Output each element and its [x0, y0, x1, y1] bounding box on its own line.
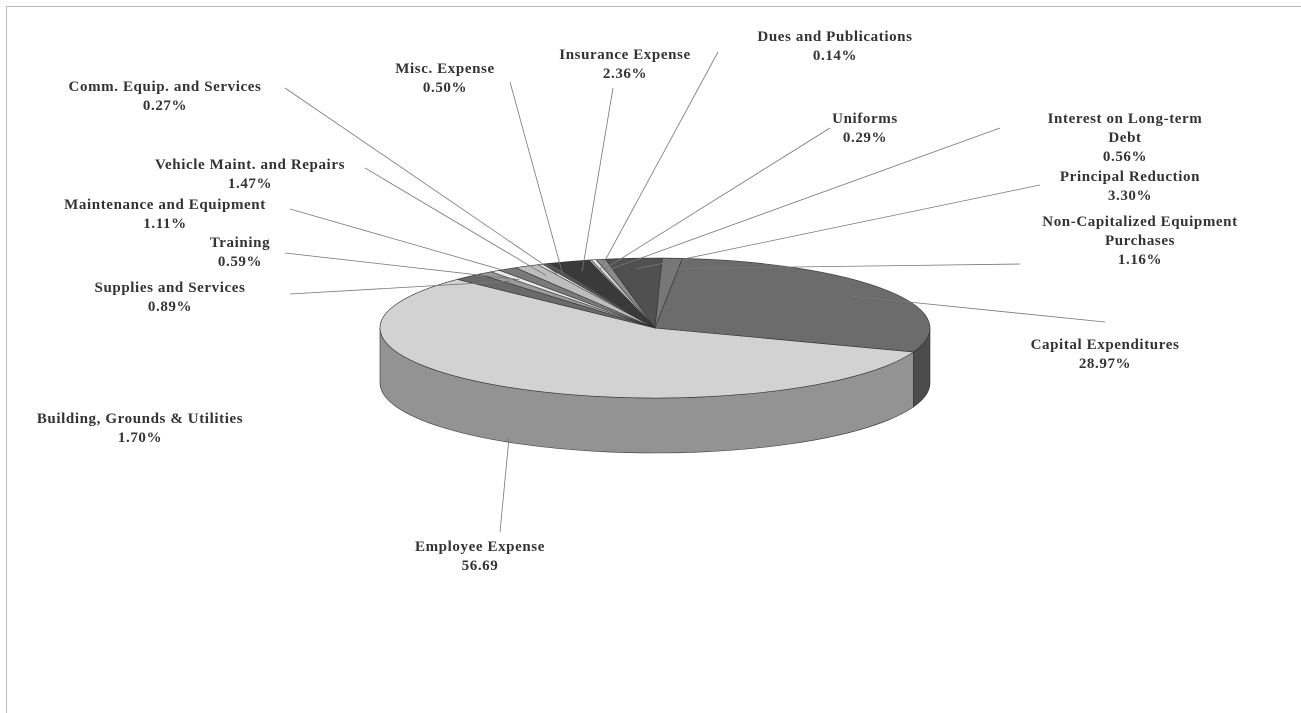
category-name: Non-Capitalized Equipment Purchases	[1042, 214, 1238, 249]
slice-label: Comm. Equip. and Services 0.27%	[69, 78, 262, 116]
leader-line	[289, 208, 530, 279]
slice-label: Employee Expense 56.69	[415, 538, 545, 576]
value-label: 0.89%	[147, 299, 193, 315]
slice-label: Capital Expenditures 28.97%	[1031, 336, 1180, 374]
slice-label: Non-Capitalized Equipment Purchases 1.16%	[1015, 213, 1265, 270]
slice-label: Interest on Long-term Debt 0.56%	[1037, 110, 1213, 167]
value-label: 3.30%	[1107, 188, 1153, 204]
leader-line	[608, 127, 1001, 271]
category-name: Principal Reduction	[1059, 169, 1201, 185]
category-name: Insurance Expense	[559, 47, 691, 63]
leaders	[284, 51, 1106, 533]
slice	[379, 278, 915, 399]
category-name: Employee Expense	[414, 539, 546, 555]
leader-line	[581, 87, 614, 272]
leader-line	[636, 184, 1041, 270]
value-label: 28.97%	[1078, 356, 1132, 372]
category-name: Interest on Long-term Debt	[1047, 111, 1203, 146]
leader-line	[284, 87, 558, 275]
value-label: 56.69	[461, 558, 499, 574]
value-label: 0.50%	[422, 80, 468, 96]
slice-label: Dues and Publications 0.14%	[757, 28, 912, 66]
value-label: 0.29%	[842, 130, 888, 146]
value-label: 0.59%	[217, 254, 263, 270]
leader-line	[284, 252, 520, 280]
value-label: 0.14%	[812, 48, 858, 64]
category-name: Dues and Publications	[757, 29, 913, 45]
value-label: 0.27%	[142, 98, 188, 114]
category-name: Building, Grounds & Utilities	[36, 411, 244, 427]
slice-label: Principal Reduction 3.30%	[1060, 168, 1200, 206]
category-name: Capital Expenditures	[1030, 337, 1180, 353]
value-label: 0.56%	[1102, 149, 1148, 165]
leader-line	[364, 167, 547, 276]
slice-label: Insurance Expense 2.36%	[559, 46, 690, 84]
category-name: Maintenance and Equipment	[64, 197, 266, 213]
category-name: Training	[209, 235, 271, 251]
slice-label: Maintenance and Equipment 1.11%	[64, 196, 266, 234]
leader-line	[852, 295, 1106, 323]
slice-label: Building, Grounds & Utilities 1.70%	[37, 410, 243, 448]
leader-line	[499, 436, 510, 533]
slice-label: Uniforms 0.29%	[832, 110, 898, 148]
category-name: Uniforms	[832, 111, 898, 127]
tops	[379, 257, 931, 399]
value-label: 1.11%	[143, 216, 187, 232]
category-name: Comm. Equip. and Services	[68, 79, 262, 95]
sides	[379, 327, 931, 454]
leader-line	[599, 51, 719, 271]
leader-line	[669, 263, 1021, 270]
slice-label: Supplies and Services 0.89%	[95, 279, 246, 317]
value-label: 1.47%	[227, 176, 273, 192]
slice	[654, 258, 931, 353]
leader-line	[509, 81, 563, 274]
value-label: 1.70%	[117, 430, 163, 446]
frame	[6, 6, 1301, 713]
slice-label: Vehicle Maint. and Repairs 1.47%	[155, 156, 345, 194]
slice-label: Misc. Expense 0.50%	[395, 60, 494, 98]
value-label: 1.16%	[1117, 252, 1163, 268]
slice-label: Training 0.59%	[210, 234, 270, 272]
value-label: 2.36%	[602, 66, 648, 82]
leader-line	[602, 127, 831, 271]
category-name: Vehicle Maint. and Repairs	[154, 157, 346, 173]
category-name: Misc. Expense	[395, 61, 495, 77]
leader-line	[289, 280, 511, 295]
category-name: Supplies and Services	[94, 280, 246, 296]
